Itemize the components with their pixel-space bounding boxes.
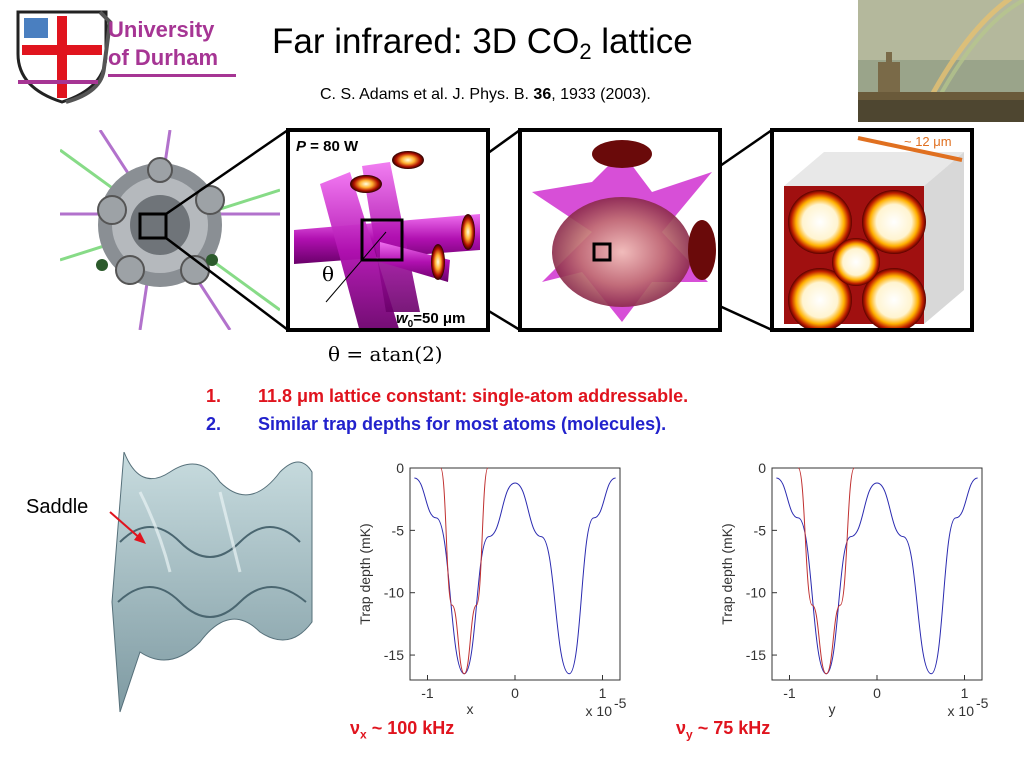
y-tick-label: -15 [746, 647, 766, 663]
y-tick-label: -10 [746, 585, 766, 601]
beam-power-label: P = 80 W [296, 138, 359, 155]
x-axis-label: y [829, 701, 836, 717]
y-tick-label: 0 [396, 460, 404, 476]
point-1: 1. 11.8 μm lattice constant: single-atom … [206, 386, 689, 406]
angle-label: θ [322, 262, 335, 286]
x-tick-label: 1 [961, 685, 969, 701]
x-exponent-label: x 10 [586, 703, 613, 719]
y-tick-label: -15 [384, 647, 404, 663]
page-title: Far infrared: 3D CO2 lattice [272, 22, 693, 64]
durham-rainbow-photo [858, 0, 1024, 122]
angle-formula: θ = atan(2) [328, 342, 443, 366]
y-tick-label: -5 [754, 522, 767, 538]
x-exponent-label: x 10 [948, 703, 975, 719]
plot-frame [409, 467, 621, 681]
x-tick-label: 1 [599, 685, 607, 701]
x-tick-label: -1 [783, 685, 796, 701]
beam-geometry-panel: P = 80 W θ w0=50 μm [286, 128, 490, 332]
y-axis-label: Trap depth (mK) [357, 523, 373, 624]
harmonic-fit-curve [440, 467, 489, 675]
x-tick-label: 0 [873, 685, 881, 701]
saddle-label: Saddle [26, 496, 89, 518]
point-2: 2. Similar trap depths for most atoms (mo… [206, 414, 667, 434]
beam-waist-label: w0=50 μm [396, 310, 466, 330]
university-logo: University of Durham [14, 8, 236, 104]
logo-line-1: University [108, 17, 215, 42]
x-exponent-power: -5 [614, 695, 627, 711]
x-tick-label: -1 [421, 685, 434, 701]
vacuum-chamber-image [59, 129, 281, 331]
potential-curve [776, 477, 978, 675]
frequency-y: νy ~ 75 kHz [676, 718, 771, 742]
logo-line-2: of Durham [108, 45, 218, 70]
y-tick-label: 0 [758, 460, 766, 476]
lattice-intensity-panel [518, 128, 722, 332]
frequency-x: νx ~ 100 kHz [350, 718, 455, 742]
x-axis-label: x [467, 701, 474, 717]
potential-surface-image [111, 452, 313, 713]
citation: C. S. Adams et al. J. Phys. B. 36, 1933 … [320, 86, 651, 103]
lattice-scale-label: ~ 12 μm [904, 134, 952, 149]
lattice-cube-panel: ~ 12 μm [770, 128, 974, 332]
harmonic-fit-curve [797, 467, 855, 675]
y-axis-label: Trap depth (mK) [719, 523, 735, 624]
y-tick-label: -5 [392, 522, 405, 538]
y-tick-label: -10 [384, 585, 404, 601]
x-tick-label: 0 [511, 685, 519, 701]
durham-shield-icon [16, 10, 113, 104]
x-exponent-power: -5 [976, 695, 989, 711]
